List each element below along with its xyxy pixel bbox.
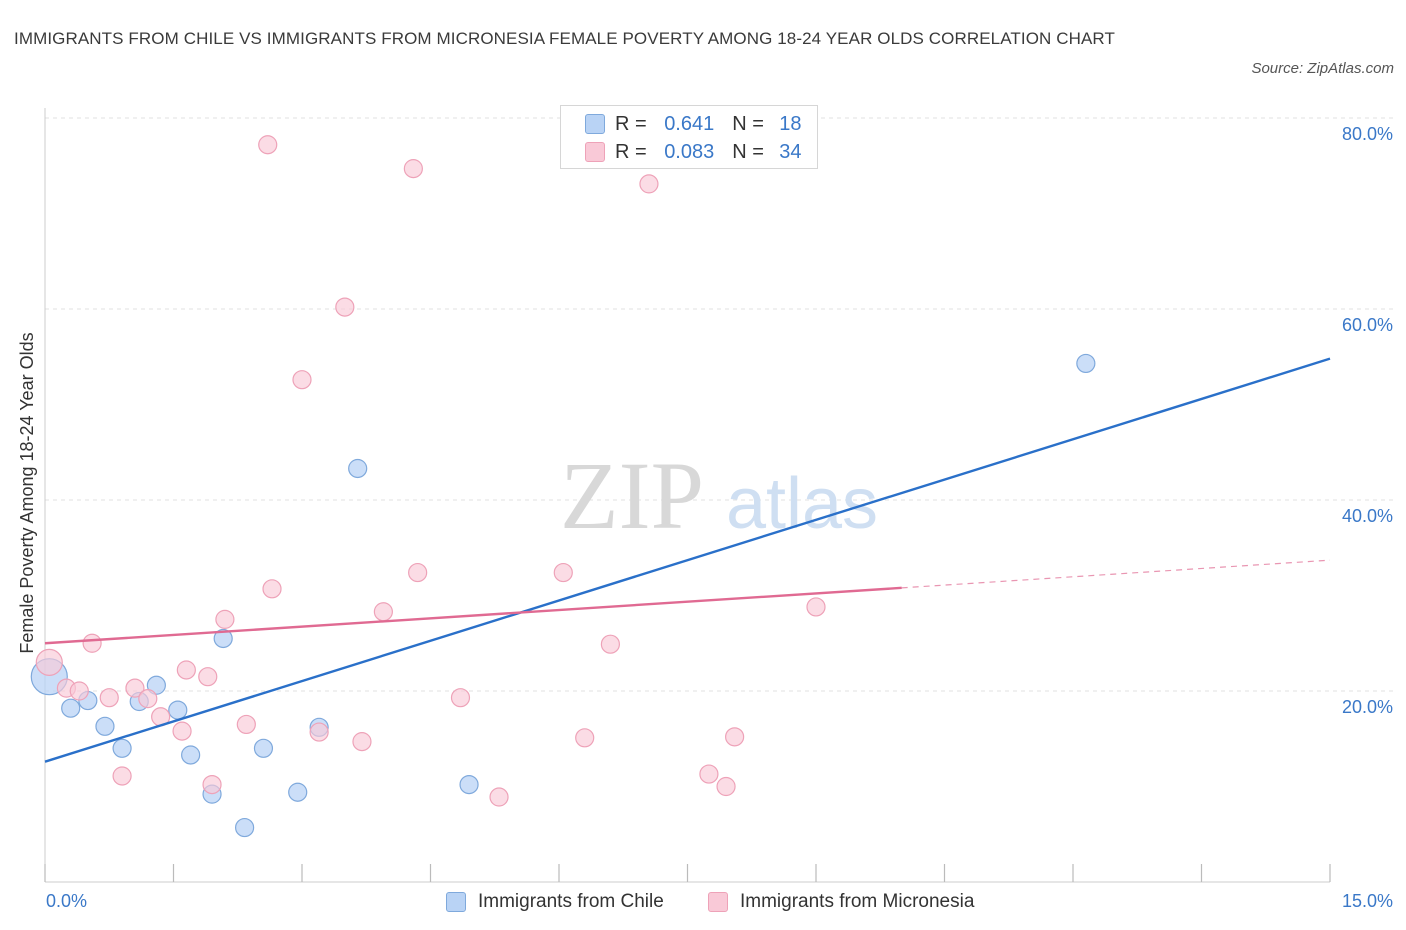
micronesia-point <box>125 678 145 698</box>
legend-swatch-chile <box>585 114 605 134</box>
chile-point <box>235 817 255 838</box>
bottom-legend-swatch-micronesia <box>708 892 728 912</box>
chile-point <box>112 738 132 758</box>
micronesia-point <box>35 648 63 676</box>
series-chile-points <box>30 353 1096 838</box>
micronesia-point <box>69 681 89 701</box>
legend-n-value-chile: 18 <box>779 112 802 135</box>
micronesia-point <box>198 667 218 687</box>
watermark: ZIP atlas <box>560 442 878 549</box>
legend-n-label: N = <box>732 140 764 163</box>
micronesia-point <box>215 609 235 629</box>
micronesia-point <box>202 774 222 795</box>
tick-labels: 0.0% 15.0% 20.0% 40.0% 60.0% 80.0% <box>46 124 1393 911</box>
grid-lines <box>45 117 1395 692</box>
bottom-legend-label-micronesia: Immigrants from Micronesia <box>740 891 975 912</box>
legend-r-label: R = <box>615 112 647 135</box>
micronesia-point <box>806 597 826 617</box>
trend-lines <box>44 357 1331 763</box>
chile-point <box>1076 353 1096 374</box>
legend-row-micronesia: R = 0.083 N = 34 <box>585 138 802 166</box>
x-tick-label-min: 0.0% <box>46 891 87 911</box>
micronesia-point <box>403 159 423 179</box>
y-axis-label: Female Poverty Among 18-24 Year Olds <box>17 332 37 653</box>
micronesia-point <box>725 727 745 747</box>
legend-n-value-micronesia: 34 <box>779 140 802 163</box>
micronesia-point <box>352 732 372 752</box>
chile-point <box>146 675 166 695</box>
chile-point <box>348 458 368 479</box>
micronesia-point <box>258 135 278 155</box>
bottom-legend-micronesia: Immigrants from Micronesia <box>708 888 974 916</box>
chile-point <box>459 774 479 795</box>
micronesia-point <box>489 787 509 807</box>
chart-source: Source: ZipAtlas.com <box>1251 60 1394 77</box>
micronesia-point <box>373 602 393 622</box>
micronesia-point <box>112 766 132 786</box>
legend-r-label: R = <box>615 140 647 163</box>
trend-line-micronesia-extension <box>901 559 1331 589</box>
chile-point <box>168 700 188 720</box>
y-tick-label: 40.0% <box>1342 506 1393 526</box>
micronesia-point <box>716 776 736 797</box>
micronesia-point <box>262 579 282 599</box>
axes <box>44 108 1331 883</box>
micronesia-point <box>600 634 621 654</box>
micronesia-point <box>138 689 158 709</box>
chile-point <box>288 782 308 802</box>
chile-point <box>181 745 201 765</box>
chile-point <box>61 698 81 718</box>
chile-point <box>95 716 115 736</box>
micronesia-point <box>176 660 196 680</box>
micronesia-point <box>575 728 595 748</box>
micronesia-point <box>236 714 256 735</box>
legend-swatch-micronesia <box>585 142 605 162</box>
legend-r-value-micronesia: 0.083 <box>664 140 715 163</box>
micronesia-point <box>408 562 428 583</box>
legend-row-chile: R = 0.641 N = 18 <box>585 110 802 138</box>
y-tick-label: 80.0% <box>1342 124 1393 144</box>
micronesia-point <box>553 562 573 583</box>
chile-point <box>253 738 274 758</box>
micronesia-point <box>639 174 659 194</box>
trend-line-micronesia <box>44 586 902 645</box>
y-tick-label: 60.0% <box>1342 315 1393 335</box>
micronesia-point <box>450 688 471 708</box>
bottom-legend-swatch-chile <box>446 892 466 912</box>
micronesia-point <box>699 764 719 784</box>
legend: R = 0.641 N = 18 R = 0.083 N = 34 <box>560 105 818 169</box>
bottom-legend-label-chile: Immigrants from Chile <box>478 891 664 912</box>
micronesia-point <box>82 633 102 653</box>
trend-line-chile <box>44 357 1331 763</box>
micronesia-point <box>292 370 312 390</box>
watermark-zip: ZIP <box>560 442 704 549</box>
micronesia-point <box>309 722 329 742</box>
y-tick-label: 20.0% <box>1342 697 1393 717</box>
legend-n-label: N = <box>732 112 764 135</box>
series-micronesia-points <box>35 135 826 807</box>
micronesia-point <box>99 688 119 708</box>
legend-r-value-chile: 0.641 <box>664 112 715 135</box>
x-tick-label-max: 15.0% <box>1342 891 1393 911</box>
micronesia-point <box>335 297 355 317</box>
micronesia-point <box>172 721 192 741</box>
bottom-legend-chile: Immigrants from Chile <box>446 888 664 916</box>
chart-title: IMMIGRANTS FROM CHILE VS IMMIGRANTS FROM… <box>14 29 1115 48</box>
watermark-atlas: atlas <box>726 464 878 544</box>
chile-point <box>213 628 233 649</box>
